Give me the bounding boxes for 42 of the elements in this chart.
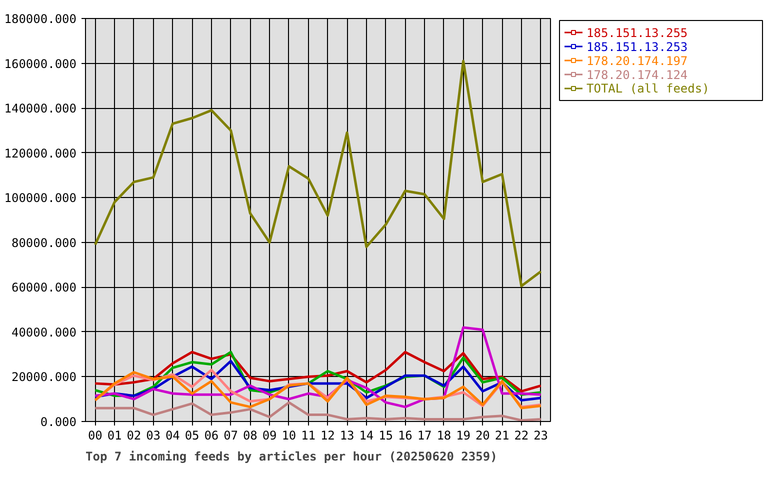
x-tick-label: 08 (242, 428, 258, 442)
y-tick-label: 20000.000 (11, 370, 77, 384)
x-tick-label: 10 (282, 428, 296, 442)
y-tick-label: 40000.000 (11, 325, 77, 340)
legend-label: 178.20.174.124 (586, 68, 688, 82)
x-tick-label: 03 (146, 428, 161, 442)
x-tick-label: 18 (436, 428, 452, 442)
x-tick-label: 07 (224, 428, 238, 442)
y-tick-label: 160000.000 (4, 56, 77, 71)
y-tick-label: 100000.000 (4, 191, 77, 206)
x-tick-label: 12 (320, 428, 335, 442)
y-tick-label: 140000.000 (4, 102, 77, 116)
x-tick-label: 21 (494, 428, 510, 442)
x-tick-label: 09 (262, 428, 277, 442)
x-tick-label: 14 (359, 428, 374, 442)
line-series (94, 60, 542, 288)
x-tick-label: 02 (126, 428, 142, 442)
x-tick-label: 22 (514, 428, 529, 442)
x-tick-label: 01 (107, 428, 122, 442)
x-tick-label: 23 (534, 428, 548, 442)
x-tick-label: 16 (398, 428, 412, 442)
legend-label: 185.151.13.255 (586, 26, 688, 40)
y-tick-label: 120000.000 (4, 146, 77, 160)
y-tick-label: 0.000 (40, 415, 76, 429)
x-tick-label: 15 (378, 428, 394, 442)
legend-label: 178.20.174.197 (586, 54, 688, 68)
x-tick-label: 04 (165, 428, 180, 442)
x-tick-label: 00 (88, 428, 102, 442)
x-tick-label: 19 (456, 428, 471, 442)
legend-label: 185.151.13.253 (586, 40, 688, 54)
x-tick-label: 06 (204, 428, 219, 442)
x-tick-label: 20 (475, 428, 490, 442)
x-tick-label: 13 (340, 428, 354, 442)
y-tick-label: 80000.000 (11, 236, 77, 250)
line-series (94, 401, 542, 422)
text: Top 7 incoming feeds by articles per hour (20250620 2359) (86, 450, 498, 464)
x-tick-label: 17 (417, 428, 432, 442)
y-tick-label: 180000.000 (4, 12, 77, 26)
x-tick-label: 05 (184, 428, 200, 442)
legend-label: TOTAL (all feeds) (586, 82, 710, 96)
y-tick-label: 60000.000 (11, 280, 77, 295)
x-tick-label: 11 (301, 428, 316, 442)
